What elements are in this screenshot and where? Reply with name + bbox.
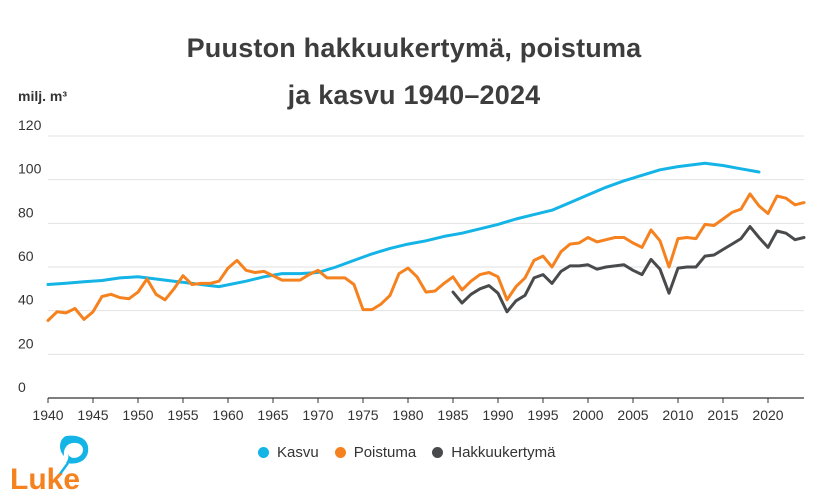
x-tick-label: 2015: [707, 407, 738, 423]
series-line-hakkuukertyma: [451, 225, 806, 314]
y-tick-label: 80: [18, 204, 34, 220]
y-tick-label: 60: [18, 248, 34, 264]
legend-swatch-poistuma: [334, 447, 346, 458]
x-tick-label: 1985: [437, 407, 468, 423]
legend-item-kasvu: Kasvu: [258, 444, 319, 461]
legend-item-poistuma: Poistuma: [334, 444, 417, 461]
legend-label-hakkuukertyma: Hakkuukertymä: [451, 444, 556, 461]
x-tick-label: 2020: [752, 407, 783, 423]
x-tick-label: 2000: [572, 407, 603, 423]
y-tick-label: 40: [18, 292, 34, 308]
legend-swatch-hakkuukertyma: [432, 447, 444, 458]
x-tick-label: 1980: [392, 407, 423, 423]
legend-swatch-kasvu: [258, 447, 269, 458]
x-tick-label: 1975: [347, 407, 378, 423]
y-tick-label: 20: [18, 335, 34, 351]
x-tick-label: 1970: [302, 407, 333, 423]
y-tick-label: 100: [18, 161, 42, 177]
y-axis-unit-label: milj. m³: [18, 88, 68, 104]
x-tick-label: 2010: [662, 407, 693, 423]
x-tick-label: 1960: [212, 407, 243, 423]
leaf-icon: [58, 435, 89, 475]
x-tick-label: 1940: [32, 407, 63, 423]
chart-legend: Kasvu Poistuma Hakkuukertymä: [258, 444, 571, 461]
line-chart: 0 20 40 60 80 100 120 1940 1945 1950 1955 1960 1965 1…: [18, 117, 806, 423]
logo-text: Luke: [10, 463, 80, 494]
y-tick-label: 0: [18, 379, 26, 395]
x-tick-label: 1955: [167, 407, 198, 423]
luke-logo: Luke: [10, 435, 89, 494]
series-line-poistuma: [46, 192, 806, 322]
x-tick-label: 2005: [617, 407, 648, 423]
legend-item-hakkuukertyma: Hakkuukertymä: [432, 444, 555, 461]
y-tick-label: 120: [18, 117, 42, 133]
x-tick-label: 1990: [482, 407, 513, 423]
chart-title-line2: ja kasvu 1940–2024: [287, 80, 541, 110]
chart-title-line1: Puuston hakkuukertymä, poistuma: [186, 33, 642, 63]
legend-label-poistuma: Poistuma: [353, 444, 417, 461]
x-tick-label: 1995: [527, 407, 558, 423]
series-line-kasvu: [46, 161, 761, 289]
x-tick-label: 1965: [257, 407, 288, 423]
x-tick-label: 1945: [77, 407, 108, 423]
legend-label-kasvu: Kasvu: [277, 444, 319, 461]
x-tick-label: 1950: [122, 407, 153, 423]
